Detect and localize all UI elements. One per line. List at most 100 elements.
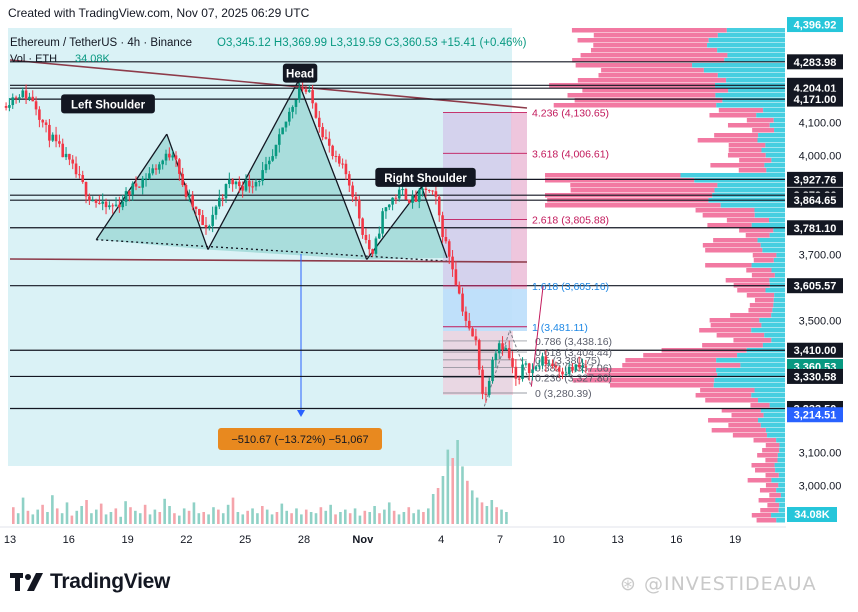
tradingview-logo-text: TradingView (50, 570, 171, 593)
volume-bar (31, 514, 35, 524)
volume-bar (246, 510, 249, 524)
volume-profile-bar-sell (759, 488, 777, 493)
fib-extension-label: 1.618 (3,605.16) (532, 281, 609, 293)
volume-profile-bar-sell (571, 28, 727, 33)
tradingview-logo[interactable]: TradingView (10, 570, 170, 594)
candle-body (341, 163, 344, 165)
candle-body (34, 101, 38, 110)
candle-body (454, 269, 458, 285)
candle-body (434, 191, 438, 197)
volume-profile-bar-sell (745, 233, 770, 238)
candle-body (471, 328, 474, 337)
candle-body (168, 153, 171, 158)
volume-profile-bar-sell (702, 243, 761, 248)
price-chart[interactable]: 4.236 (4,130.65) 3.618 (4,006.61) 2.618 (3… (0, 0, 858, 565)
candle-body (324, 137, 328, 139)
candle-body (191, 195, 194, 207)
volume-profile-bar-buy (762, 343, 785, 348)
candle-body (134, 183, 138, 187)
price-tag-label: 3,410.00 (794, 345, 837, 357)
investideaua-watermark: ⊛ @INVESTIDEAUA (620, 573, 817, 595)
price-tag-bg (787, 220, 843, 236)
volume-bar (265, 509, 269, 524)
volume-profile-bar-buy (773, 228, 785, 233)
candle-body (371, 249, 374, 254)
volume-bar (309, 512, 313, 524)
volume-profile-bar-buy (707, 43, 785, 48)
volume-profile-bar-buy (714, 378, 785, 383)
candle-body (74, 163, 78, 175)
candle-body (537, 365, 541, 367)
fib-anchor-line (509, 330, 532, 387)
volume-profile-bar-sell (575, 63, 693, 68)
volume-profile-bar-sell (577, 78, 727, 83)
candle-body (494, 353, 498, 361)
candle-body (228, 179, 231, 185)
volume-profile-bar-buy (776, 438, 785, 443)
volume-bar (143, 504, 147, 524)
volume-profile-bar-sell (570, 188, 715, 193)
candle-body (427, 190, 431, 192)
candle-body (28, 96, 31, 100)
volume-profile-bar-buy (758, 418, 785, 423)
volume-bar (344, 509, 347, 524)
candle-body (218, 197, 221, 207)
candle-body (431, 190, 434, 192)
volume-bar (461, 466, 464, 524)
candle-body (211, 214, 214, 226)
volume-bar (207, 514, 210, 524)
volume-legend-label: Vol · ETH (10, 53, 57, 65)
volume-bar (290, 513, 293, 524)
volume-bar (192, 502, 196, 524)
candle-body (501, 343, 504, 350)
candle-body (367, 240, 371, 250)
measure-arrow-head (297, 410, 305, 417)
volume-profile-bar-buy (716, 358, 785, 363)
candle-body (114, 204, 118, 206)
candle-body (68, 153, 71, 160)
candle-body (547, 363, 551, 365)
candle-body (104, 201, 108, 208)
price-tag-bg (787, 368, 843, 384)
volume-profile-bar-buy (774, 273, 785, 278)
candle-body (481, 369, 484, 394)
candle-body (271, 156, 274, 161)
pattern-leg (297, 81, 368, 260)
volume-profile-bar-sell (747, 478, 772, 483)
volume-profile-bar-sell (545, 178, 695, 183)
pattern-label-bg (61, 94, 155, 114)
volume-profile-bar-buy (778, 508, 785, 513)
volume-profile-bar-sell (739, 228, 774, 233)
volume-profile-bar-sell (751, 463, 775, 468)
price-tag-bg (787, 192, 843, 208)
fib-extension-label: 3.618 (4,006.61) (532, 148, 609, 160)
candle-body (571, 366, 574, 371)
volume-profile-bar-sell (756, 518, 777, 523)
candle-body (44, 122, 48, 125)
volume-bar (446, 449, 450, 524)
candle-body (111, 205, 115, 207)
volume-profile-bar-sell (737, 288, 766, 293)
candle-body (394, 197, 398, 199)
volume-profile-bar-buy (769, 233, 785, 238)
volume-bar (304, 509, 308, 524)
volume-profile-bar-sell (572, 58, 725, 63)
price-tag-label: 3,864.65 (794, 195, 837, 207)
volume-bar (334, 514, 337, 524)
price-tag-label: 3,927.76 (794, 174, 837, 186)
volume-profile-bar-sell (757, 453, 778, 458)
candle-body (531, 369, 534, 374)
candle-body (144, 178, 148, 180)
volume-profile-bar-buy (722, 98, 785, 103)
volume-bar (95, 509, 98, 524)
candle-body (181, 173, 184, 186)
time-axis-tick: 22 (180, 534, 192, 546)
candle-body (457, 284, 461, 294)
volume-profile-bar-buy (777, 458, 785, 463)
volume-profile-bar-buy (777, 453, 785, 458)
volume-profile-bar-buy (740, 363, 785, 368)
candle-body (541, 356, 544, 366)
volume-bar (392, 510, 396, 524)
price-tag-label: 4,171.00 (794, 94, 837, 106)
candle-body (484, 393, 488, 395)
